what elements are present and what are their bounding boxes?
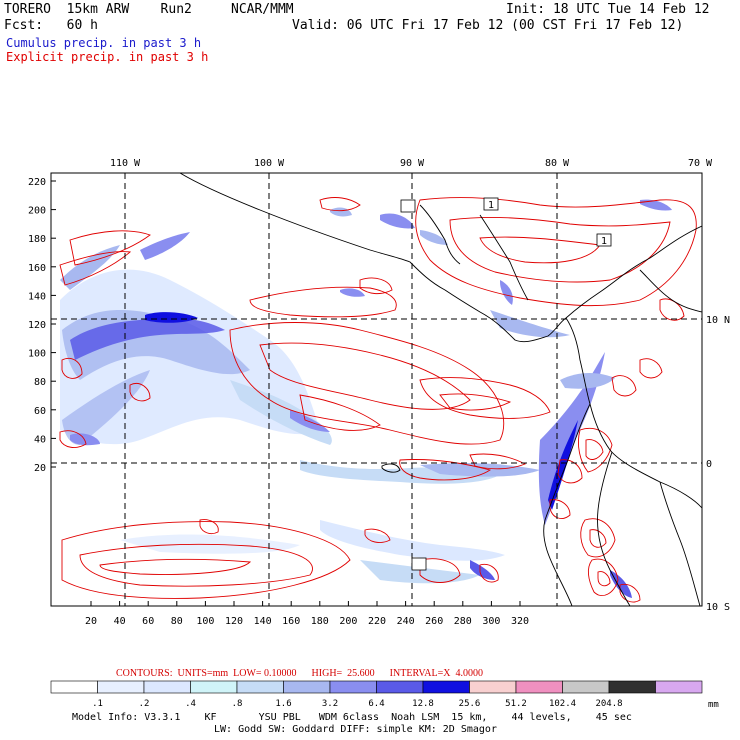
color-bar-labels: .1 .2 .4 .8 1.6 3.2 6.4 12.8 25.6 51.2 102.4 204.8: [92, 699, 622, 709]
color-bar-swatch: [190, 680, 238, 694]
right-lat-labels: 10 N 0 10 S: [706, 315, 730, 613]
color-bar-swatch: [97, 680, 145, 694]
color-bar-label: .4: [185, 699, 196, 709]
graticule: [51, 173, 702, 606]
fcst-label: Fcst:: [4, 18, 44, 33]
y-tick-label: 140: [28, 291, 46, 302]
color-bar-label: .8: [232, 699, 243, 709]
x-tick-label: 260: [425, 616, 443, 627]
run-label: Run2: [160, 2, 192, 17]
explicit-precip-layer: [59, 197, 697, 603]
y-tick-label: 220: [28, 177, 46, 188]
color-legend: .1.2.4.8 1.6 3.2 6.4 12.8 25.6 51.2 102.4 204.8 …: [50, 680, 719, 710]
contour-label-box: 1: [488, 200, 494, 211]
x-axis-ticks: 20 40 60 80 100 120 140 160 180 200 220 240 260 280 30…: [85, 601, 529, 627]
x-tick-label: 280: [454, 616, 472, 627]
y-tick-label: 60: [34, 406, 46, 417]
explicit-precip-label: Explicit precip. in past 3 h: [6, 50, 209, 64]
lon-label: 90 W: [400, 158, 425, 169]
color-bar-swatch: [608, 680, 656, 694]
x-tick-label: 300: [482, 616, 500, 627]
color-bar-label: .2: [139, 699, 150, 709]
color-bar-swatch: [329, 680, 377, 694]
x-tick-label: 60: [142, 616, 154, 627]
coastlines: [179, 173, 702, 606]
x-tick-label: 20: [85, 616, 97, 627]
color-bar-swatch: [50, 680, 98, 694]
color-bar-swatch: [562, 680, 610, 694]
org-label: NCAR/MMM: [231, 2, 294, 17]
color-bar-units: mm: [708, 700, 719, 710]
model-info-line2: LW: Godd SW: Goddard DIFF: simple KM: 2D…: [214, 724, 497, 735]
y-tick-label: 200: [28, 206, 46, 217]
valid-time: Valid: 06 UTC Fri 17 Feb 12 (00 CST Fri …: [292, 18, 684, 33]
color-bar-swatch: [143, 680, 191, 694]
x-tick-label: 240: [397, 616, 415, 627]
color-bar-swatch: [469, 680, 517, 694]
y-tick-label: 20: [34, 463, 46, 474]
color-bar-label: 1.6: [275, 699, 291, 709]
model-info-line1: Model Info: V3.3.1 KF YSU PBL WDM 6class…: [72, 712, 632, 723]
lat-label: 10 N: [706, 315, 730, 326]
contour-label-box: 1: [601, 236, 607, 247]
x-tick-label: 200: [339, 616, 357, 627]
lon-label: 100 W: [254, 158, 285, 169]
color-bar-swatch: [422, 680, 470, 694]
lon-label: 110 W: [110, 158, 141, 169]
x-tick-label: 320: [511, 616, 529, 627]
color-bar-swatch: [236, 680, 284, 694]
contours-note: CONTOURS: UNITS=mm LOW= 0.10000 HIGH= 25…: [116, 668, 483, 679]
top-lon-labels: 110 W 100 W 90 W 80 W 70 W: [110, 158, 713, 169]
color-bar-label: 3.2: [322, 699, 338, 709]
color-bar-swatch: [283, 680, 331, 694]
color-bar: [50, 680, 703, 694]
fcst-value: 60 h: [66, 18, 98, 33]
contour-label-boxes: 1 1: [400, 197, 612, 571]
y-tick-label: 40: [34, 434, 46, 445]
color-bar-label: 25.6: [459, 699, 481, 709]
y-tick-label: 80: [34, 377, 46, 388]
x-tick-label: 180: [311, 616, 329, 627]
x-tick-label: 160: [282, 616, 300, 627]
color-bar-swatch: [655, 680, 703, 694]
y-tick-label: 160: [28, 263, 46, 274]
color-bar-label: 204.8: [595, 699, 622, 709]
lon-label: 70 W: [688, 158, 713, 169]
x-tick-label: 120: [225, 616, 243, 627]
init-time: Init: 18 UTC Tue 14 Feb 12: [506, 2, 710, 17]
lat-label: 10 S: [706, 602, 730, 613]
x-tick-label: 100: [196, 616, 214, 627]
color-bar-swatch: [515, 680, 563, 694]
cumulus-precip-label: Cumulus precip. in past 3 h: [6, 36, 202, 50]
y-tick-label: 120: [28, 320, 46, 331]
color-bar-label: 51.2: [505, 699, 527, 709]
color-bar-label: 12.8: [412, 699, 434, 709]
y-tick-label: 100: [28, 349, 46, 360]
x-tick-label: 140: [254, 616, 272, 627]
color-bar-swatch: [376, 680, 424, 694]
color-bar-label: 102.4: [549, 699, 576, 709]
x-tick-label: 40: [114, 616, 126, 627]
x-tick-label: 80: [171, 616, 183, 627]
color-bar-label: 6.4: [368, 699, 384, 709]
model-title: TORERO 15km ARW Run2 NCAR/MMM: [4, 3, 294, 17]
y-tick-label: 180: [28, 234, 46, 245]
y-axis-ticks: 220 200 180 160 140 120 100 80 60 40 20: [28, 177, 56, 474]
lat-label: 0: [706, 459, 712, 470]
color-bar-label: .1: [92, 699, 103, 709]
forecast-hour: Fcst: 60 h: [4, 19, 98, 33]
x-tick-label: 220: [368, 616, 386, 627]
model-name: TORERO 15km ARW: [4, 2, 130, 17]
lon-label: 80 W: [545, 158, 570, 169]
